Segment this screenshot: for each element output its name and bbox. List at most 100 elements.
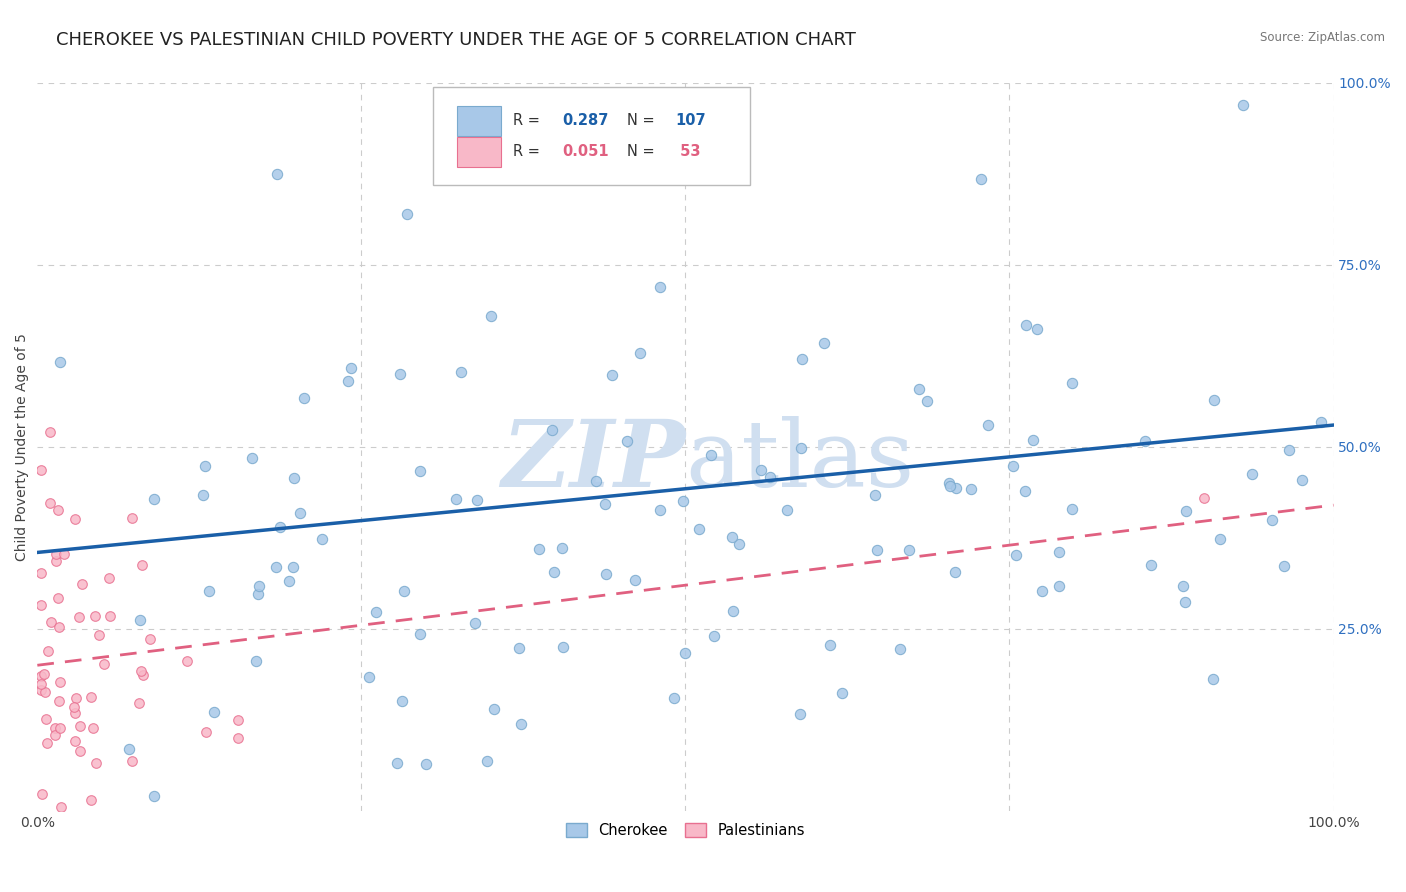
Legend: Cherokee, Palestinians: Cherokee, Palestinians — [561, 817, 810, 844]
Text: atlas: atlas — [685, 417, 915, 507]
Point — [527, 542, 550, 557]
Point — [82, 721, 104, 735]
Point — [269, 520, 291, 534]
Point — [45, 553, 67, 567]
Point — [628, 346, 651, 360]
Point — [976, 417, 998, 432]
Point — [1047, 579, 1070, 593]
Point — [464, 616, 486, 631]
Text: CHEROKEE VS PALESTINIAN CHILD POVERTY UNDER THE AGE OF 5 CORRELATION CHART: CHEROKEE VS PALESTINIAN CHILD POVERTY UN… — [56, 31, 856, 49]
Point — [703, 630, 725, 644]
Point — [510, 717, 533, 731]
Point — [67, 610, 90, 624]
Point — [364, 605, 387, 619]
Point — [176, 654, 198, 668]
Point — [98, 608, 121, 623]
Point — [35, 736, 58, 750]
Point — [943, 565, 966, 579]
Point — [776, 503, 799, 517]
Point — [37, 643, 59, 657]
Point — [1175, 504, 1198, 518]
Point — [650, 503, 672, 517]
Point — [1171, 579, 1194, 593]
Point — [477, 754, 499, 768]
Point — [281, 559, 304, 574]
Point — [89, 627, 111, 641]
Point — [34, 685, 56, 699]
Point — [1261, 513, 1284, 527]
Text: N =: N = — [627, 144, 659, 159]
Point — [688, 522, 710, 536]
Point — [624, 573, 647, 587]
Point — [1031, 584, 1053, 599]
Text: Source: ZipAtlas.com: Source: ZipAtlas.com — [1260, 31, 1385, 45]
Point — [63, 699, 86, 714]
Point — [1060, 376, 1083, 390]
Point — [226, 713, 249, 727]
Point — [1025, 322, 1047, 336]
Point — [385, 756, 408, 770]
Point — [585, 474, 607, 488]
Point — [540, 423, 562, 437]
Point — [789, 706, 811, 721]
Point — [1192, 491, 1215, 505]
Point — [465, 492, 488, 507]
Y-axis label: Child Poverty Under the Age of 5: Child Poverty Under the Age of 5 — [15, 333, 30, 561]
Point — [938, 478, 960, 492]
FancyBboxPatch shape — [457, 136, 502, 168]
Text: 53: 53 — [675, 144, 700, 159]
Text: N =: N = — [627, 112, 659, 128]
Point — [129, 613, 152, 627]
Text: ZIP: ZIP — [501, 417, 685, 507]
Text: 107: 107 — [675, 112, 706, 128]
Point — [97, 571, 120, 585]
Point — [790, 351, 813, 366]
Point — [790, 441, 813, 455]
Point — [395, 207, 418, 221]
Point — [357, 669, 380, 683]
Point — [1047, 545, 1070, 559]
Point — [69, 719, 91, 733]
Point — [831, 686, 853, 700]
Point — [543, 565, 565, 579]
Point — [246, 587, 269, 601]
Point — [49, 800, 72, 814]
Point — [49, 675, 72, 690]
Point — [143, 789, 166, 804]
Point — [664, 690, 686, 705]
Point — [139, 632, 162, 646]
Point — [593, 497, 616, 511]
Point — [444, 492, 467, 507]
Point — [249, 579, 271, 593]
FancyBboxPatch shape — [433, 87, 751, 185]
Point — [721, 604, 744, 618]
Point — [290, 506, 312, 520]
Point — [49, 354, 72, 368]
Point — [813, 336, 835, 351]
Point — [389, 367, 412, 381]
Point — [80, 793, 103, 807]
Point — [69, 744, 91, 758]
Point — [595, 567, 617, 582]
Point — [46, 591, 69, 606]
Point — [34, 666, 56, 681]
Point — [198, 583, 221, 598]
Point — [938, 475, 960, 490]
Point — [1014, 318, 1036, 333]
Text: R =: R = — [513, 144, 544, 159]
Point — [240, 450, 263, 465]
Point — [143, 491, 166, 506]
Point — [35, 713, 58, 727]
Point — [508, 641, 530, 656]
Point — [70, 577, 93, 591]
Point — [749, 462, 772, 476]
Point — [720, 530, 742, 544]
Point — [1140, 558, 1163, 572]
Point — [908, 382, 931, 396]
Point — [65, 691, 87, 706]
Text: R =: R = — [513, 112, 544, 128]
Point — [1240, 467, 1263, 481]
Point — [129, 665, 152, 679]
Point — [727, 537, 749, 551]
Point — [700, 448, 723, 462]
